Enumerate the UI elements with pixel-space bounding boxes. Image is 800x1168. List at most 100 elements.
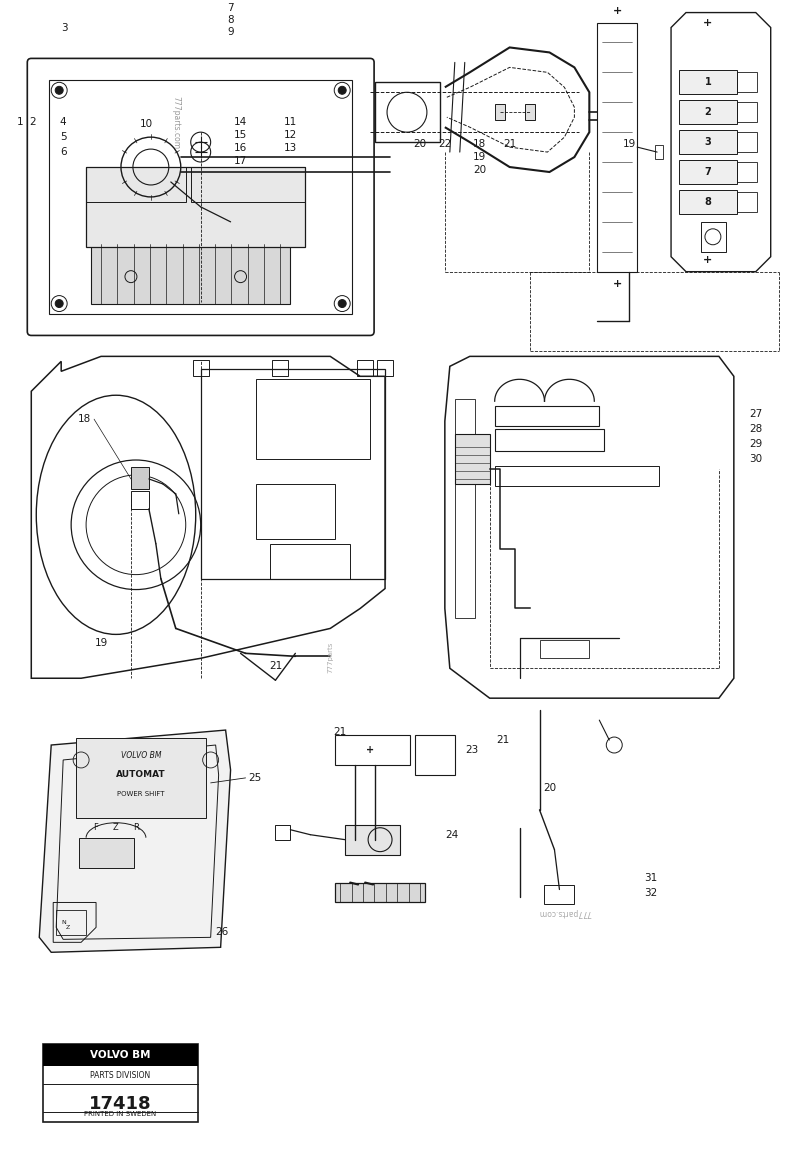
Text: 21: 21: [503, 139, 516, 150]
Bar: [91, 244, 290, 304]
Bar: [679, 100, 737, 124]
Text: R: R: [133, 823, 139, 833]
Bar: [201, 369, 385, 578]
Text: 23: 23: [465, 745, 478, 755]
Text: 31: 31: [644, 872, 658, 883]
Text: 19: 19: [622, 139, 636, 150]
Text: +: +: [366, 745, 374, 755]
Bar: [273, 361, 288, 376]
Text: 26: 26: [216, 927, 229, 938]
Text: POWER SHIFT: POWER SHIFT: [117, 791, 165, 797]
Bar: [737, 132, 757, 152]
Text: 21: 21: [334, 726, 347, 737]
Bar: [131, 491, 149, 509]
Text: VOLVO BM: VOLVO BM: [121, 751, 161, 760]
Bar: [494, 406, 599, 426]
Text: +: +: [703, 18, 713, 28]
Bar: [539, 640, 590, 659]
Text: 15: 15: [234, 130, 247, 140]
Circle shape: [55, 299, 63, 307]
Text: 1: 1: [705, 77, 711, 88]
Text: 7: 7: [227, 2, 234, 13]
Bar: [86, 167, 306, 246]
Bar: [193, 361, 209, 376]
Text: 22: 22: [438, 139, 451, 150]
Bar: [679, 130, 737, 154]
Text: 7: 7: [705, 167, 711, 178]
Bar: [737, 162, 757, 182]
Text: 28: 28: [749, 424, 762, 434]
Bar: [679, 70, 737, 95]
Bar: [415, 735, 455, 774]
Text: 21: 21: [269, 661, 282, 672]
Bar: [79, 837, 134, 868]
Text: 20: 20: [543, 783, 556, 793]
Text: PRINTED IN SWEDEN: PRINTED IN SWEDEN: [84, 1111, 156, 1117]
Text: 24: 24: [445, 829, 458, 840]
Bar: [737, 192, 757, 211]
Bar: [335, 735, 410, 765]
Bar: [255, 380, 370, 459]
Text: 21: 21: [496, 735, 510, 745]
Text: 18: 18: [78, 415, 91, 424]
Text: 2: 2: [705, 107, 711, 117]
Text: 27: 27: [749, 409, 762, 419]
Text: 8: 8: [705, 197, 711, 207]
Text: 19: 19: [473, 152, 486, 162]
Bar: [56, 910, 86, 936]
Bar: [655, 145, 663, 159]
Bar: [455, 434, 490, 484]
Bar: [377, 361, 393, 376]
Bar: [76, 738, 206, 818]
Text: 16: 16: [234, 144, 247, 153]
Text: Z: Z: [113, 823, 119, 833]
Text: 17: 17: [234, 157, 247, 166]
Text: 777parts.com: 777parts.com: [171, 96, 180, 148]
Text: 9: 9: [227, 27, 234, 36]
Bar: [357, 361, 373, 376]
Bar: [275, 825, 290, 840]
Text: 5: 5: [60, 132, 66, 142]
Circle shape: [55, 86, 63, 95]
Bar: [545, 884, 574, 904]
Text: 12: 12: [284, 130, 297, 140]
Text: 25: 25: [249, 773, 262, 783]
Text: 3: 3: [61, 22, 68, 33]
Bar: [525, 104, 534, 120]
Circle shape: [338, 86, 346, 95]
Text: 13: 13: [284, 144, 297, 153]
Text: +: +: [703, 255, 713, 265]
Polygon shape: [335, 883, 425, 903]
Text: 777parts.com: 777parts.com: [538, 908, 591, 917]
Text: 17418: 17418: [89, 1094, 151, 1113]
Text: F: F: [94, 823, 98, 833]
Text: +: +: [613, 279, 622, 288]
Text: 4: 4: [60, 117, 66, 127]
Bar: [598, 22, 637, 272]
Text: 19: 19: [94, 639, 108, 648]
Bar: [131, 467, 149, 489]
Text: 20: 20: [414, 139, 426, 150]
Text: 18: 18: [473, 139, 486, 150]
Bar: [375, 82, 440, 142]
Text: 8: 8: [227, 14, 234, 25]
Text: 6: 6: [60, 147, 66, 157]
Bar: [345, 825, 400, 855]
Text: N: N: [61, 920, 66, 925]
Bar: [679, 160, 737, 185]
Text: 11: 11: [284, 117, 297, 127]
Text: 777parts: 777parts: [327, 642, 334, 673]
Bar: [737, 72, 757, 92]
Bar: [270, 544, 350, 578]
Text: 20: 20: [473, 165, 486, 175]
Bar: [494, 429, 604, 451]
Text: 10: 10: [139, 119, 153, 130]
Text: VOLVO BM: VOLVO BM: [90, 1050, 150, 1059]
Text: Z: Z: [66, 925, 70, 931]
Text: +: +: [613, 6, 622, 15]
Bar: [494, 466, 659, 486]
Text: 30: 30: [749, 454, 762, 464]
Text: 14: 14: [234, 117, 247, 127]
Text: 1: 1: [17, 117, 23, 127]
Bar: [701, 222, 726, 252]
